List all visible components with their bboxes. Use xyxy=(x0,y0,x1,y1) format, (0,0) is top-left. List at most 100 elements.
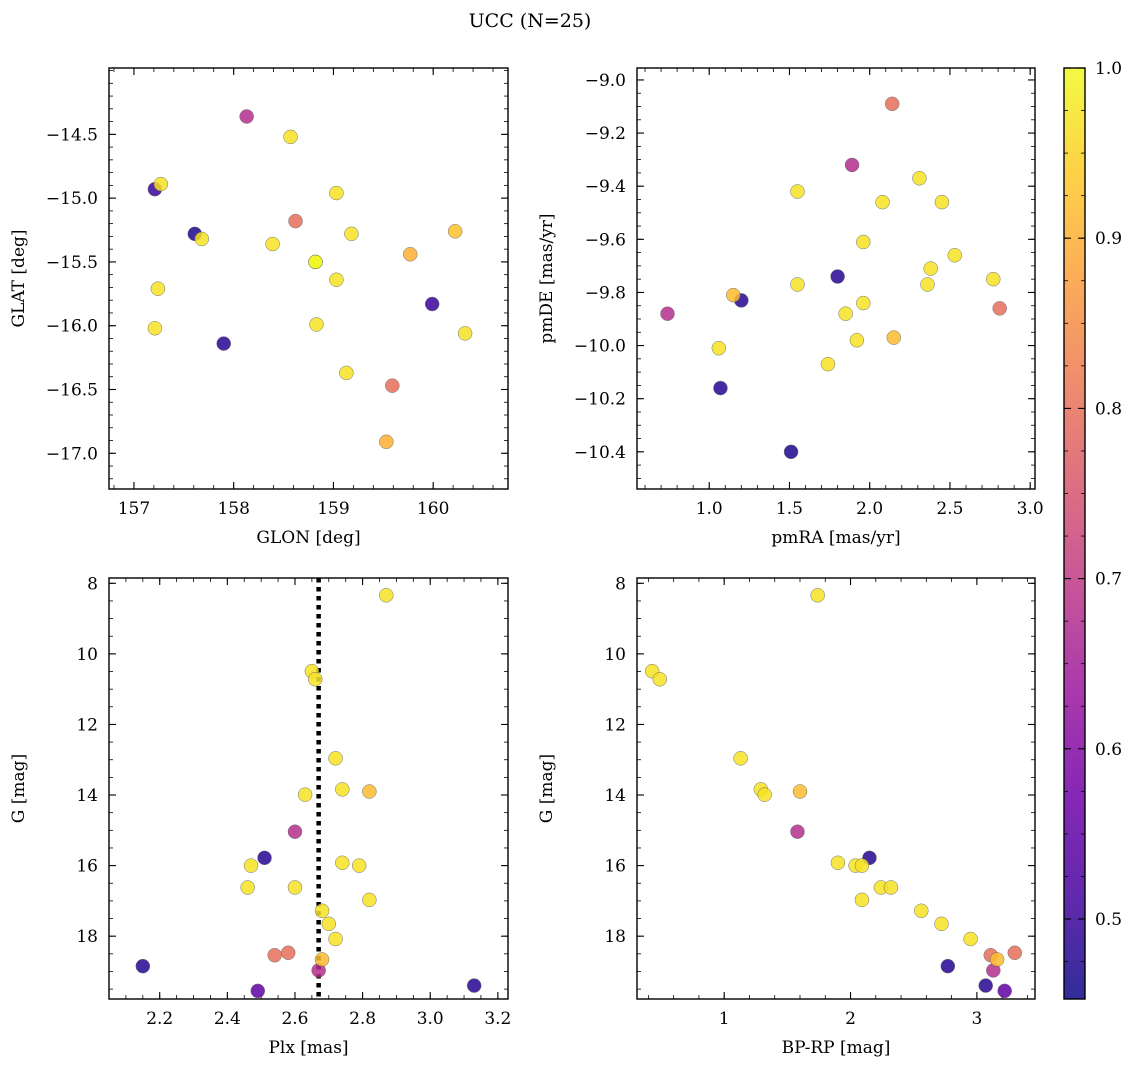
data-point xyxy=(838,306,853,321)
y-tick-label: −9.2 xyxy=(585,124,626,144)
colorbar-tick-label: 0.7 xyxy=(1095,570,1122,590)
x-tick-label: 1 xyxy=(719,1009,730,1029)
colorbar-tick-label: 1.0 xyxy=(1095,59,1122,79)
data-point xyxy=(963,931,978,947)
data-point xyxy=(792,784,808,799)
y-tick-label: 18 xyxy=(604,927,626,947)
y-tick-label: 8 xyxy=(615,574,626,594)
data-point xyxy=(733,751,748,766)
data-point xyxy=(713,380,728,396)
y-tick-label: −14.5 xyxy=(46,125,98,145)
y-tick-label: 12 xyxy=(604,715,626,735)
scatter-points xyxy=(135,588,482,999)
data-point xyxy=(240,880,255,895)
data-point xyxy=(362,892,377,908)
data-point xyxy=(335,855,350,871)
panel-glon-glat: 157 158 159 160 −17.0 −16.5 −16.0 −15.5 −15.0 −14… xyxy=(9,67,509,548)
data-point xyxy=(790,277,805,292)
colorbar-tick-label: 0.9 xyxy=(1095,229,1122,249)
data-point xyxy=(854,858,870,873)
y-tick-label: 16 xyxy=(76,857,98,877)
data-point xyxy=(344,226,359,242)
x-tick-label: 1.0 xyxy=(696,499,723,519)
scatter-points xyxy=(644,588,1023,999)
data-point xyxy=(711,340,727,356)
data-point xyxy=(830,269,845,284)
data-point xyxy=(194,231,210,247)
x-tick-label: 160 xyxy=(417,499,449,519)
panel-pmra-pmde: 1.0 1.5 2.0 2.5 3.0 −10.4 −10.2 −10.0 −9.8 −9.6 −9… xyxy=(537,67,1044,548)
x-tick-label: 2.6 xyxy=(281,1009,308,1029)
x-tick-label: 3.0 xyxy=(417,1009,444,1029)
y-tick-label: −16.5 xyxy=(46,380,98,400)
x-tick-label: 2.2 xyxy=(146,1009,173,1029)
y-tick-label: −16.0 xyxy=(46,317,98,337)
y-tick-label: 12 xyxy=(76,715,98,735)
y-axis-label: pmDE [mas/yr] xyxy=(537,213,557,343)
x-tick-label: 157 xyxy=(118,499,150,519)
data-point xyxy=(147,321,163,336)
data-point xyxy=(335,782,350,797)
data-point xyxy=(947,248,963,263)
data-point xyxy=(992,301,1007,316)
y-tick-label: −10.0 xyxy=(574,337,626,357)
y-tick-label: −10.2 xyxy=(574,390,626,410)
x-axis-label: BP-RP [mag] xyxy=(782,1038,891,1058)
x-tick-label: 2.0 xyxy=(856,499,883,519)
x-tick-label: 159 xyxy=(317,499,349,519)
x-tick-label: 2 xyxy=(845,1009,856,1029)
data-point xyxy=(856,234,871,250)
y-tick-label: 16 xyxy=(604,857,626,877)
data-point xyxy=(934,194,950,210)
data-point xyxy=(934,916,949,932)
data-point xyxy=(757,787,772,802)
data-point xyxy=(297,787,313,802)
data-point xyxy=(920,277,935,292)
colorbar-gradient xyxy=(1064,68,1085,999)
y-tick-label: 18 xyxy=(76,927,98,947)
x-tick-label: 3.2 xyxy=(484,1009,511,1029)
axes-frame xyxy=(636,67,1036,490)
minor-ticks xyxy=(109,68,508,489)
data-point xyxy=(457,326,473,341)
colorbar-tick-label: 0.6 xyxy=(1095,740,1122,760)
axes-frame xyxy=(108,67,509,490)
scatter-points xyxy=(660,96,1007,460)
x-tick-label: 158 xyxy=(217,499,249,519)
y-tick-label: −9.4 xyxy=(585,177,626,197)
data-point xyxy=(328,751,343,766)
y-axis-label: G [mag] xyxy=(9,754,29,823)
x-axis-label: pmRA [mas/yr] xyxy=(771,528,900,548)
data-point xyxy=(257,850,272,866)
data-point xyxy=(265,236,280,252)
data-point xyxy=(153,176,169,192)
y-tick-label: 10 xyxy=(604,645,626,665)
data-point xyxy=(989,952,1005,967)
data-point xyxy=(914,903,929,919)
data-point xyxy=(856,295,871,311)
data-point xyxy=(820,356,836,372)
x-tick-label: 2.8 xyxy=(349,1009,376,1029)
panel-plx-g: 2.2 2.4 2.6 2.8 3.0 3.2 8 10 12 14 16 18 Plx [mas] G … xyxy=(9,574,511,1058)
y-tick-label: −9.6 xyxy=(585,230,626,250)
colorbar-frame xyxy=(1063,67,1086,1000)
data-point xyxy=(790,184,805,199)
figure-title: UCC (N=25) xyxy=(469,10,592,32)
y-tick-label: 14 xyxy=(604,786,626,806)
data-point xyxy=(288,213,303,229)
data-point xyxy=(912,170,927,186)
data-point xyxy=(243,858,259,873)
data-point xyxy=(385,378,400,393)
y-axis-label: GLAT [deg] xyxy=(9,229,29,327)
data-point xyxy=(854,892,870,908)
data-point xyxy=(844,157,860,173)
x-tick-label: 2.5 xyxy=(936,499,963,519)
data-point xyxy=(1007,945,1023,961)
y-tick-label: −15.5 xyxy=(46,253,98,273)
data-point xyxy=(402,247,418,262)
data-point xyxy=(339,365,354,381)
data-point xyxy=(652,672,667,687)
axes-frame xyxy=(108,577,509,1000)
